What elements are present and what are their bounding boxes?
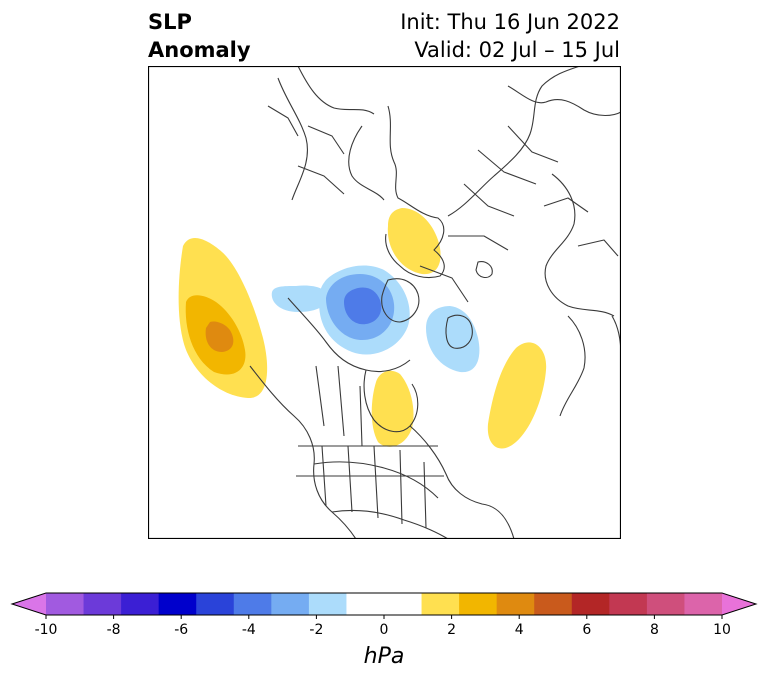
colorbar-ticks: -10 -8 -6 -4 -2 0 2 4 6 8 10	[35, 615, 731, 635]
colorbar-tick-label: 10	[713, 622, 731, 635]
barents-low	[426, 306, 480, 373]
colorbar-extend-max	[722, 593, 756, 615]
colorbar-segment	[196, 593, 235, 615]
colorbar-segment	[46, 593, 85, 615]
colorbar-segment	[308, 593, 347, 615]
colorbar-segment	[459, 593, 498, 615]
chart-title-dates: Init: Thu 16 Jun 2022 Valid: 02 Jul – 15…	[400, 8, 620, 64]
anomaly-shading	[178, 208, 547, 449]
colorbar-tick-label: -2	[309, 622, 323, 635]
valid-range: Valid: 02 Jul – 15 Jul	[414, 38, 620, 62]
colorbar-segment	[421, 593, 460, 615]
colorbar-tick-label: 8	[650, 622, 659, 635]
colorbar-tick-label: 6	[582, 622, 591, 635]
title-variable-line1: SLP	[148, 10, 192, 34]
map-frame	[148, 66, 621, 539]
slp-anomaly-map	[148, 66, 621, 539]
chart-title-variable: SLP Anomaly	[148, 8, 251, 64]
scandinavia-high	[387, 208, 441, 275]
colorbar-unit-label: hPa	[363, 644, 405, 669]
colorbar-tick-label: 0	[380, 622, 389, 635]
colorbar-extend-min	[12, 593, 46, 615]
arctic-low-level3	[344, 287, 382, 325]
colorbar-segments	[10, 592, 758, 616]
colorbar-tick-label: -4	[242, 622, 256, 635]
colorbar-segment	[158, 593, 197, 615]
colorbar: -10 -8 -6 -4 -2 0 2 4 6 8 10	[10, 592, 758, 635]
colorbar-tick-label: -6	[174, 622, 188, 635]
colorbar-segment	[534, 593, 573, 615]
colorbar-tick-label: -10	[35, 622, 58, 635]
colorbar-segment	[121, 593, 160, 615]
colorbar-segment	[684, 593, 723, 615]
siberian-low-arm	[271, 285, 328, 312]
colorbar-segment	[646, 593, 685, 615]
north-pacific-high-level3	[205, 321, 234, 352]
colorbar-segment	[271, 593, 310, 615]
colorbar-segment	[609, 593, 648, 615]
colorbar-segment	[496, 593, 535, 615]
colorbar-segment	[83, 593, 122, 615]
init-date: Init: Thu 16 Jun 2022	[400, 10, 620, 34]
colorbar-tick-label: 2	[447, 622, 456, 635]
central-asia-high	[487, 342, 547, 449]
colorbar-tick-label: -8	[107, 622, 121, 635]
colorbar-segment	[384, 593, 423, 615]
colorbar-tick-label: 4	[515, 622, 524, 635]
colorbar-segment	[233, 593, 272, 615]
coastlines-and-borders	[249, 66, 621, 539]
colorbar-segment	[346, 593, 385, 615]
title-variable-line2: Anomaly	[148, 38, 251, 62]
colorbar-segment	[571, 593, 610, 615]
